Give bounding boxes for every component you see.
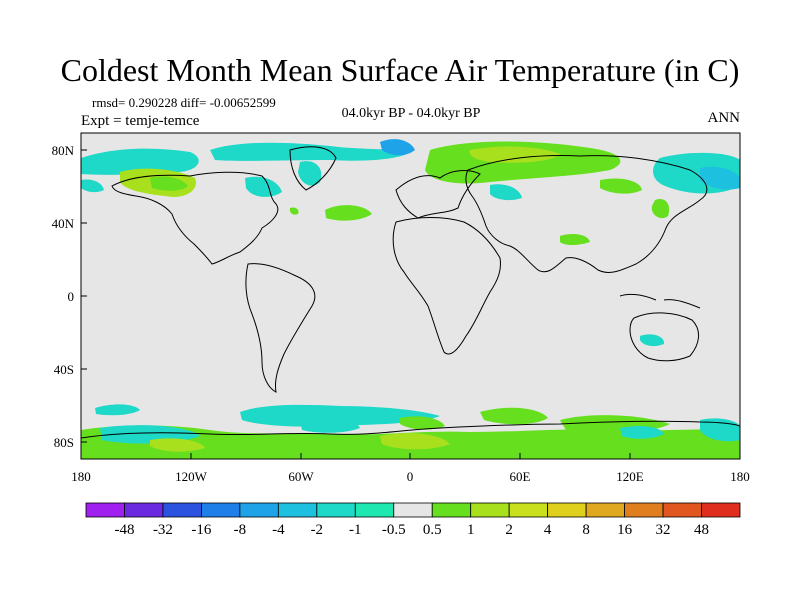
anomaly-patch xyxy=(298,161,322,186)
colorbar-label: 0.5 xyxy=(423,522,442,538)
experiment-label: Expt = temje-temce xyxy=(81,113,200,129)
anomaly-patch xyxy=(380,433,450,450)
anomaly-patch xyxy=(640,334,665,347)
colorbar-label: -48 xyxy=(114,522,134,538)
colorbar-label: -1 xyxy=(349,522,362,538)
colorbar-label: 8 xyxy=(582,522,590,538)
anomaly-patch xyxy=(210,142,410,161)
anomaly-field xyxy=(81,139,740,459)
anomaly-patch xyxy=(469,146,560,163)
anomaly-patch xyxy=(700,166,740,190)
anomaly-patch xyxy=(289,207,299,215)
colorbar-swatch xyxy=(470,502,510,518)
coastline-greenland xyxy=(289,146,337,191)
anomaly-patch xyxy=(620,426,664,439)
anomaly-patch xyxy=(240,404,440,427)
anomaly-patch xyxy=(651,198,670,219)
colorbar-label: -16 xyxy=(191,522,211,538)
anomaly-patch xyxy=(81,179,104,193)
anomaly-patch xyxy=(400,416,445,430)
anomaly-patch xyxy=(245,176,282,197)
anomaly-patch xyxy=(300,417,360,433)
anomaly-patch xyxy=(490,184,522,201)
map-title: Coldest Month Mean Surface Air Temperatu… xyxy=(60,52,740,88)
colorbar-swatch xyxy=(316,502,356,518)
colorbar-swatch xyxy=(162,502,202,518)
colorbar-label: -8 xyxy=(234,522,247,538)
anomaly-patch xyxy=(600,178,642,194)
lon-tick-label: 180 xyxy=(71,469,91,484)
coastlines xyxy=(81,146,740,439)
anomaly-patch xyxy=(325,205,372,221)
anomaly-patch xyxy=(81,148,199,175)
coastline-south-america xyxy=(245,263,316,393)
colorbar-swatch xyxy=(393,502,433,518)
anomaly-patch xyxy=(560,234,590,245)
axis-ticks xyxy=(80,149,741,459)
lon-tick-label: 120E xyxy=(616,469,644,484)
colorbar-label: 2 xyxy=(505,522,513,538)
colorbar-swatch xyxy=(277,502,318,518)
colorbar-swatch xyxy=(239,502,279,518)
anomaly-patch xyxy=(150,438,205,452)
lat-tick-label: 40N xyxy=(52,216,75,231)
colorbar-label: 4 xyxy=(544,522,552,538)
lat-tick-label: 80N xyxy=(52,143,75,158)
colorbar-swatch xyxy=(124,502,164,518)
anomaly-patch xyxy=(480,407,548,425)
colorbar-label: 48 xyxy=(694,522,709,538)
period-label: 04.0kyr BP - 04.0kyr BP xyxy=(341,106,481,121)
colorbar-swatch xyxy=(547,502,587,518)
lat-tick-label: 0 xyxy=(68,289,75,304)
lon-tick-label: 180 xyxy=(730,469,750,484)
lon-tick-label: 120W xyxy=(175,469,208,484)
coastline-australia xyxy=(629,312,699,362)
colorbar-swatch xyxy=(85,502,125,518)
coastline-asia xyxy=(465,155,708,273)
colorbar: -48 -32 -16 -8 -4 -2 -1 -0.5 0.5 1 2 4 8 16 32 48 xyxy=(85,502,741,538)
coastline-europe xyxy=(395,170,481,219)
colorbar-swatch xyxy=(585,502,625,518)
colorbar-swatch xyxy=(662,502,702,518)
colorbar-label: -0.5 xyxy=(382,522,406,538)
colorbar-label: 32 xyxy=(656,522,671,538)
colorbar-swatch xyxy=(354,502,395,518)
lat-tick-label: 40S xyxy=(54,362,74,377)
colorbar-swatch xyxy=(624,502,664,518)
anomaly-patch xyxy=(95,404,140,416)
anomaly-patch xyxy=(380,139,415,156)
coastline-north-america xyxy=(111,171,279,265)
coastline-africa xyxy=(392,217,501,355)
colorbar-label: 16 xyxy=(617,522,633,538)
lon-tick-label: 60W xyxy=(288,469,314,484)
lon-tick-label: 0 xyxy=(407,469,414,484)
stats-label: rmsd= 0.290228 diff= -0.00652599 xyxy=(92,95,276,110)
colorbar-label: 1 xyxy=(467,522,475,538)
season-label: ANN xyxy=(707,110,741,126)
colorbar-label: -32 xyxy=(153,522,173,538)
anomaly-patch xyxy=(150,176,188,191)
coastline-indonesia xyxy=(619,293,701,309)
colorbar-swatch xyxy=(701,502,741,518)
colorbar-swatch xyxy=(431,502,472,518)
colorbar-swatch xyxy=(201,502,241,518)
colorbar-label: -4 xyxy=(272,522,285,538)
colorbar-swatch xyxy=(508,502,549,518)
colorbar-label: -2 xyxy=(311,522,324,538)
coastline-antarctica xyxy=(81,420,740,439)
lat-tick-label: 80S xyxy=(54,435,74,450)
lon-tick-label: 60E xyxy=(510,469,531,484)
